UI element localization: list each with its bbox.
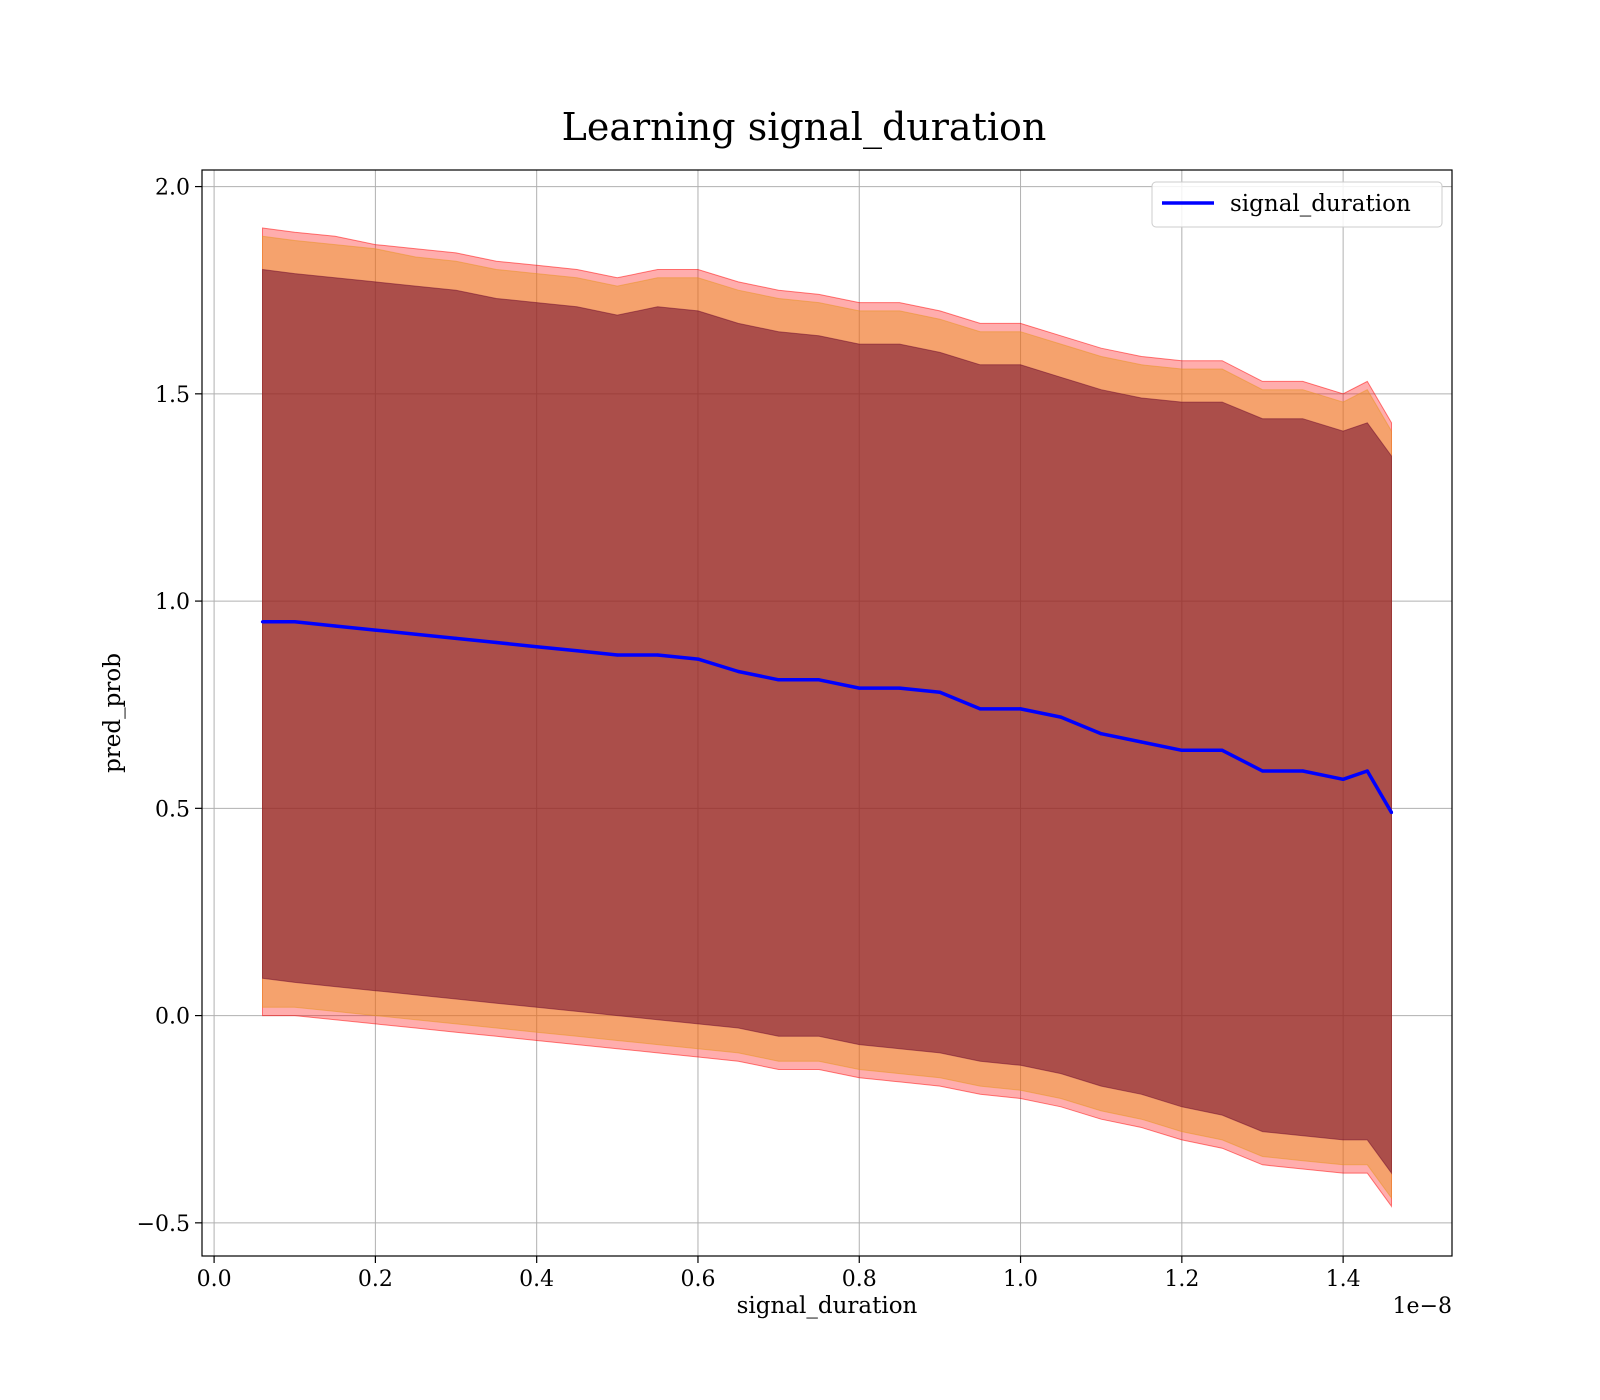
series-point: [817, 678, 821, 682]
series-point: [1389, 810, 1394, 815]
series-point: [1260, 769, 1265, 773]
series-point: [656, 653, 660, 657]
series-point: [494, 640, 498, 645]
series-point: [696, 657, 700, 661]
series-point: [736, 669, 740, 674]
line-layer: [260, 620, 1394, 815]
series-point: [414, 632, 418, 636]
y-axis-label: pred_prob: [100, 653, 126, 773]
series-point: [978, 707, 982, 711]
legend: signal_duration: [1151, 181, 1443, 228]
x-tick-label: 0.8: [842, 1267, 877, 1292]
plot-area: [201, 169, 1453, 1257]
y-tick-label: 0.5: [155, 797, 190, 822]
legend-label: signal_duration: [1230, 191, 1411, 217]
x-axis: 0.0 0.2 0.4 0.6 0.8 1.0 1.2 1.4: [197, 1256, 1361, 1292]
series-point: [454, 636, 458, 641]
x-axis-offset-label: 1e−8: [1393, 1294, 1452, 1319]
y-axis: −0.5 0.0 0.5 1.0 1.5 2.0: [137, 176, 202, 1237]
series-point: [333, 624, 337, 628]
series-point: [1139, 740, 1144, 744]
y-tick-label: 2.0: [155, 176, 190, 201]
series-point: [293, 620, 297, 624]
inner-confidence-band: [262, 268, 1392, 1175]
series-point: [1018, 707, 1023, 711]
series-point: [373, 628, 377, 632]
series-point: [1220, 748, 1224, 752]
series-point: [1180, 748, 1184, 752]
series-point: [1059, 715, 1063, 719]
series-point: [535, 645, 539, 649]
series-point: [575, 649, 579, 653]
y-tick-label: 1.5: [155, 383, 190, 408]
x-tick-label: 0.2: [358, 1267, 393, 1292]
y-tick-label: 0.0: [155, 1005, 190, 1030]
y-tick-label: 1.0: [155, 590, 190, 615]
series-point: [938, 690, 942, 694]
series-point: [1099, 732, 1103, 736]
x-tick-label: 1.0: [1003, 1267, 1038, 1292]
series-point: [777, 678, 781, 682]
x-tick-label: 0.4: [519, 1267, 554, 1292]
series-point: [615, 653, 619, 657]
series-point: [857, 686, 861, 690]
y-tick-label: −0.5: [137, 1212, 190, 1237]
series-point: [1341, 777, 1345, 781]
band-layer: [262, 227, 1392, 1208]
series-point: [898, 686, 902, 690]
x-tick-label: 0.6: [680, 1267, 715, 1292]
series-point: [260, 620, 265, 624]
x-tick-label: 1.2: [1164, 1267, 1199, 1292]
series-point: [1301, 769, 1305, 773]
chart-title: Learning signal_duration: [562, 105, 1047, 150]
legend-box: [1151, 181, 1443, 228]
series-point: [1365, 769, 1369, 773]
x-tick-label: 1.4: [1326, 1267, 1361, 1292]
x-tick-label: 0.0: [197, 1267, 232, 1292]
x-axis-label: signal_duration: [737, 1293, 918, 1319]
series-line: [262, 620, 1394, 814]
plot-frame: [201, 169, 1453, 1257]
